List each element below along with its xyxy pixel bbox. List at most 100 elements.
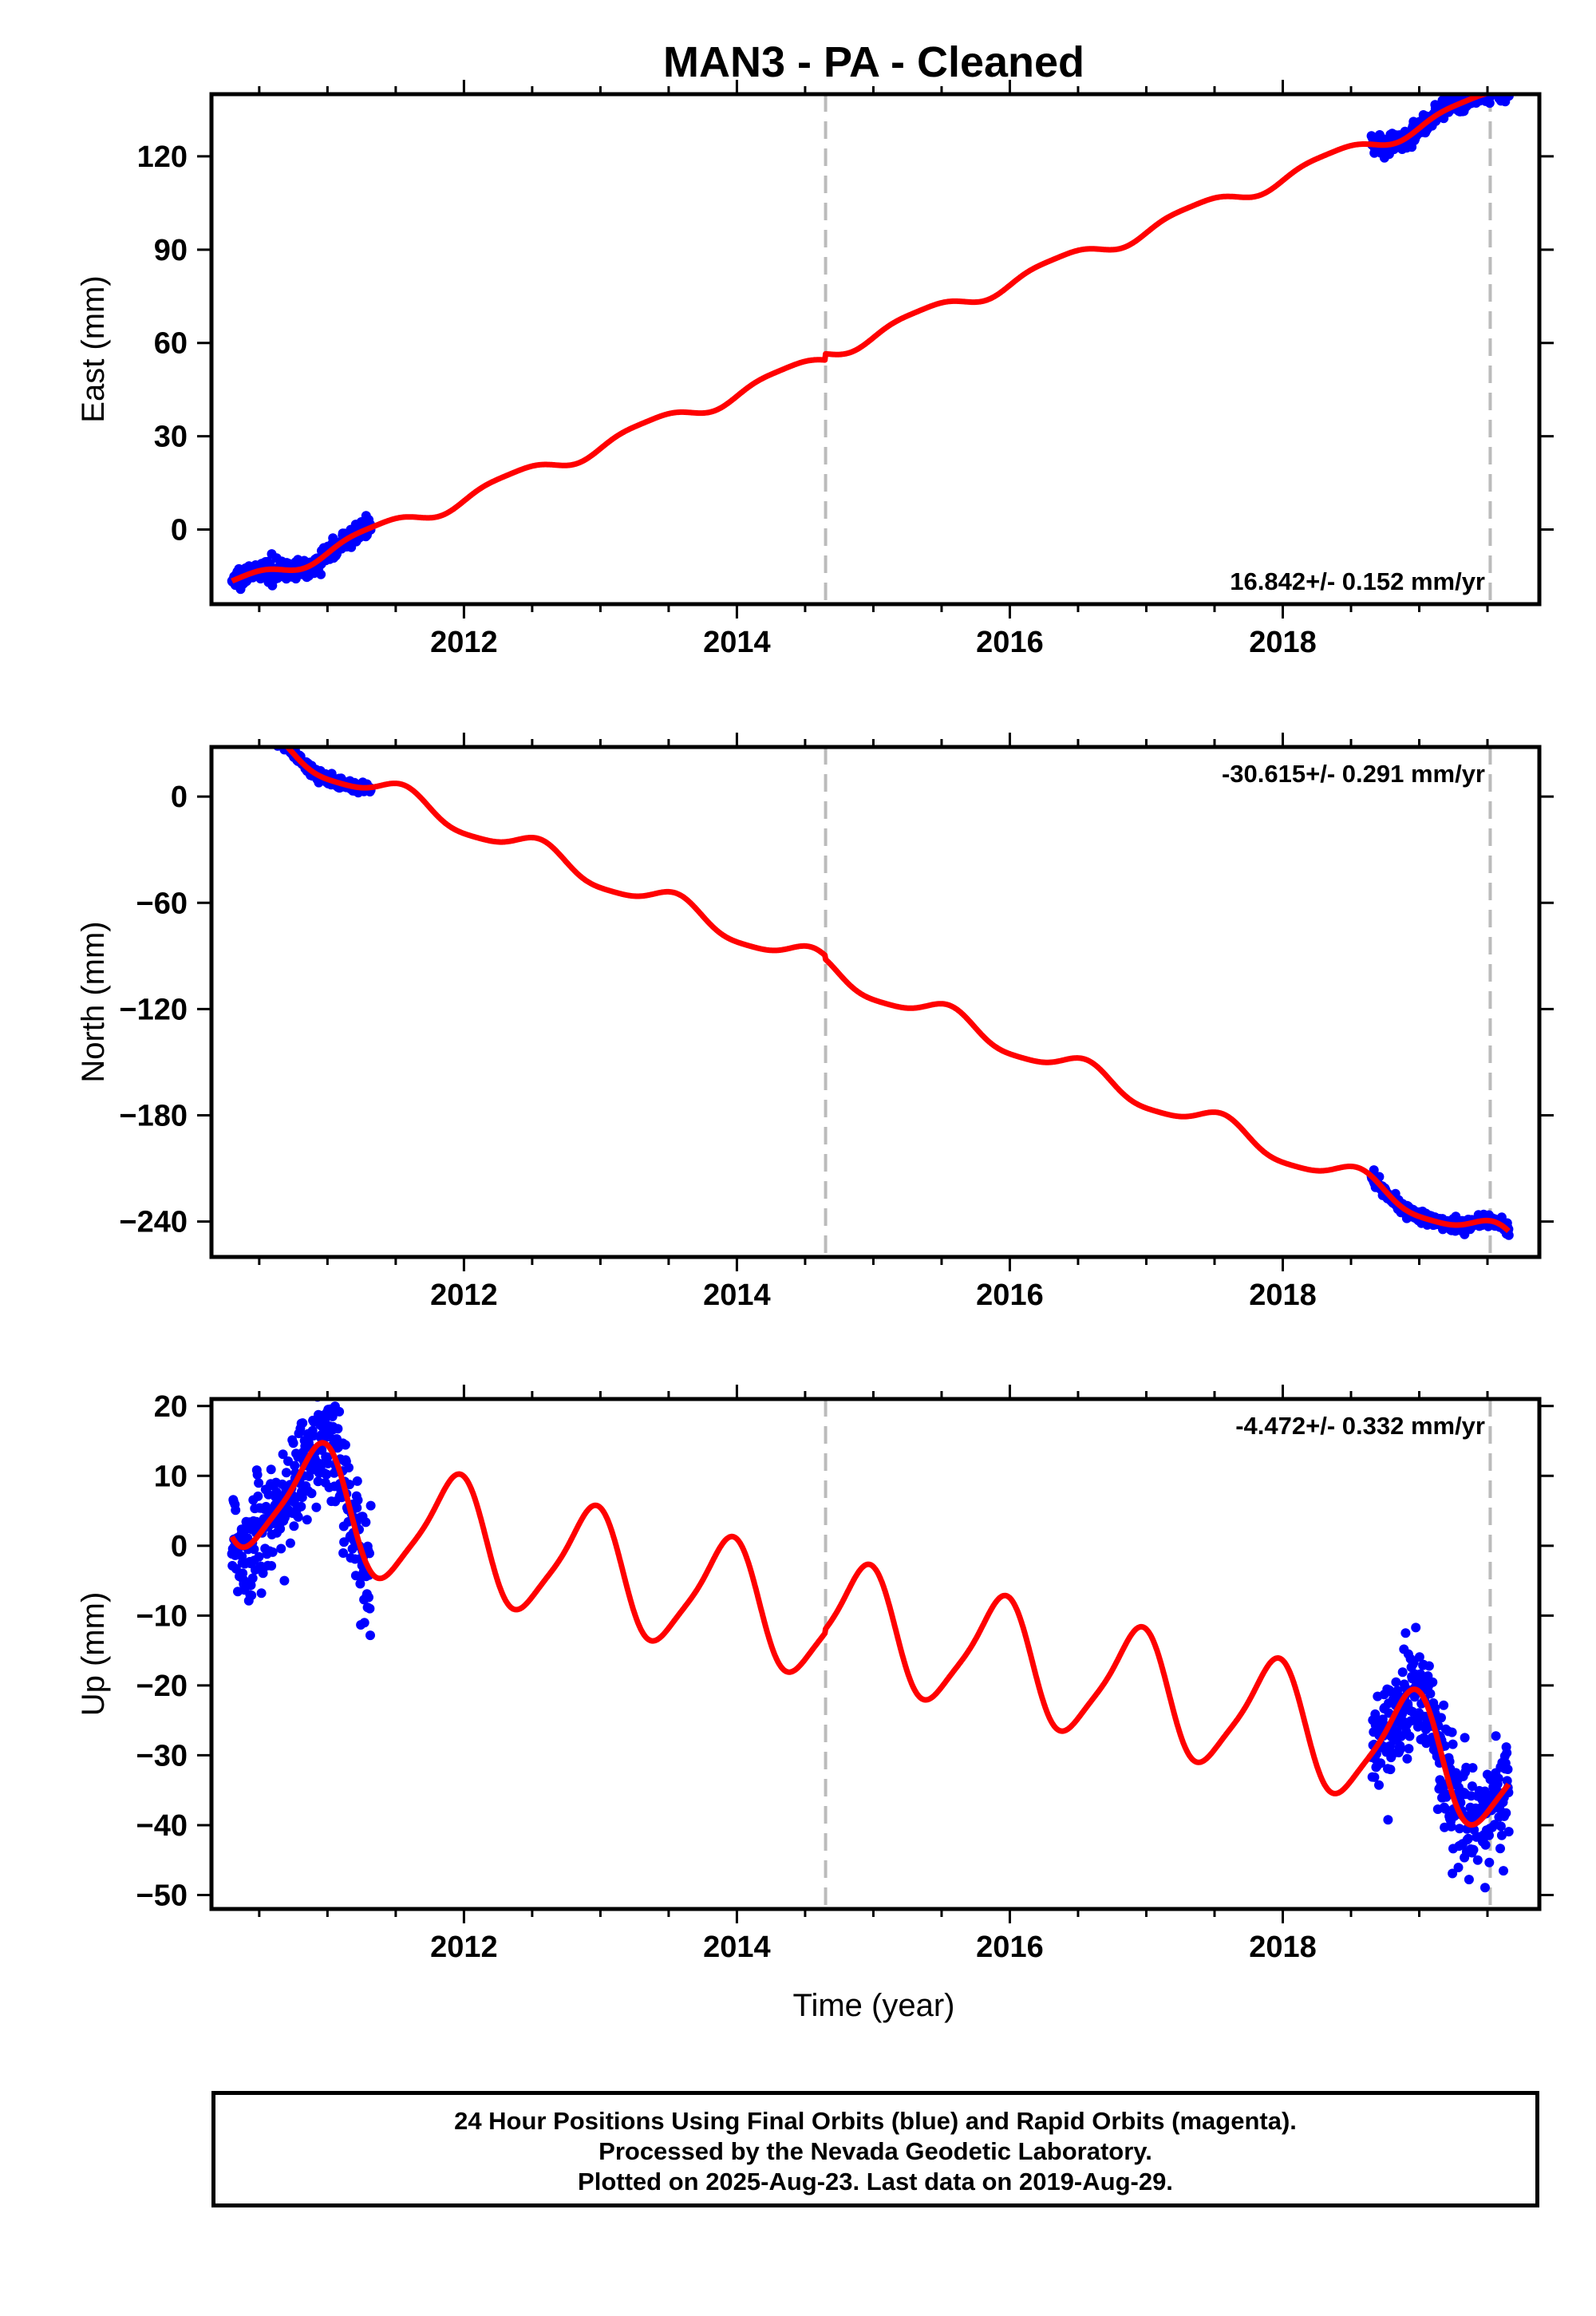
data-point (260, 721, 270, 730)
y-tick-label: −60 (136, 887, 188, 920)
info-line-3: Plotted on 2025-Aug-23. Last data on 201… (578, 2168, 1173, 2195)
data-point (1374, 1780, 1384, 1790)
data-point (278, 734, 287, 744)
data-point (260, 727, 270, 737)
data-point (1503, 1765, 1513, 1774)
data-point (1453, 1863, 1464, 1872)
model-line (230, 94, 1510, 584)
data-point (265, 730, 275, 740)
data-point (229, 726, 239, 736)
data-point (270, 732, 279, 741)
axes-frame (209, 1397, 1542, 1911)
data-point (240, 728, 250, 737)
data-point (1477, 77, 1487, 87)
data-point (1495, 83, 1504, 93)
data-point (257, 725, 267, 735)
data-point (247, 1591, 257, 1600)
data-point (256, 718, 266, 728)
data-point (243, 728, 253, 737)
data-point (1400, 1628, 1411, 1638)
data-point (276, 1543, 286, 1554)
data-point (236, 729, 246, 738)
data-point (1397, 1667, 1408, 1678)
y-tick-label: −40 (136, 1809, 188, 1843)
data-point (1499, 1866, 1508, 1876)
data-point (1424, 1661, 1434, 1671)
y-tick-label: 120 (137, 140, 188, 174)
data-point (231, 720, 240, 729)
data-point (254, 1551, 264, 1562)
x-tick-label: 2012 (430, 1931, 498, 1964)
data-point (237, 729, 247, 738)
data-point (247, 1573, 258, 1583)
data-point (1464, 1833, 1473, 1844)
data-point (233, 731, 243, 741)
y-tick-label: 90 (154, 234, 188, 267)
info-line-1: 24 Hour Positions Using Final Orbits (bl… (454, 2107, 1297, 2135)
data-point (258, 723, 267, 733)
data-point (1393, 1686, 1403, 1696)
data-point (302, 1515, 312, 1525)
data-point (268, 732, 278, 741)
data-point (241, 731, 251, 741)
y-tick-label: 0 (171, 781, 188, 814)
data-point (1383, 1815, 1393, 1825)
panel-north: 2012 2014 2016 2018 0 −60 −120 −180 −240 North (m… (76, 718, 1554, 1312)
data-point (1440, 1804, 1451, 1814)
x-tick-label: 2016 (976, 1279, 1044, 1312)
data-point (263, 725, 273, 735)
data-point (296, 1501, 306, 1512)
data-point (1385, 1765, 1396, 1775)
data-point (256, 1588, 267, 1599)
data-point (266, 725, 275, 735)
data-point (250, 725, 259, 735)
data-point (238, 725, 247, 735)
data-point (281, 1468, 291, 1478)
data-point (251, 727, 261, 737)
data-point (237, 729, 247, 739)
data-point (254, 726, 263, 736)
data-point (241, 725, 251, 735)
data-point (228, 729, 238, 739)
data-point (272, 728, 282, 737)
data-point (259, 723, 269, 733)
data-point (365, 1630, 375, 1641)
data-point (359, 1618, 369, 1628)
data-point (252, 729, 262, 738)
data-point (259, 725, 268, 734)
y-tick-label: 0 (171, 513, 188, 547)
data-point (1464, 1875, 1474, 1885)
data-point (267, 729, 277, 738)
data-point (231, 727, 240, 737)
data-point (239, 729, 248, 738)
data-point (263, 726, 272, 736)
data-point (251, 720, 261, 729)
data-point (243, 726, 252, 736)
x-tick-label: 2014 (703, 1279, 771, 1312)
data-point (268, 723, 278, 733)
data-point (239, 721, 249, 731)
data-point (234, 730, 243, 740)
y-tick-label: 0 (171, 1530, 188, 1563)
data-point (1479, 1786, 1490, 1796)
data-point (231, 727, 241, 737)
data-point (340, 1440, 350, 1450)
data-point (1496, 1830, 1507, 1840)
data-point (263, 728, 273, 737)
data-point (1503, 82, 1513, 92)
data-point (365, 1500, 376, 1511)
data-point (259, 721, 269, 730)
data-point (313, 1476, 323, 1487)
data-point (258, 725, 267, 735)
data-point (271, 731, 280, 741)
data-point (1376, 1758, 1386, 1769)
data-point (1446, 1821, 1456, 1832)
data-point (259, 724, 268, 733)
data-point (254, 723, 263, 733)
data-point (1489, 84, 1499, 93)
data-point (255, 729, 265, 738)
data-point (298, 1418, 308, 1429)
data-point (243, 726, 252, 736)
model-line (229, 1440, 1511, 1828)
y-tick-label: −120 (119, 993, 188, 1026)
